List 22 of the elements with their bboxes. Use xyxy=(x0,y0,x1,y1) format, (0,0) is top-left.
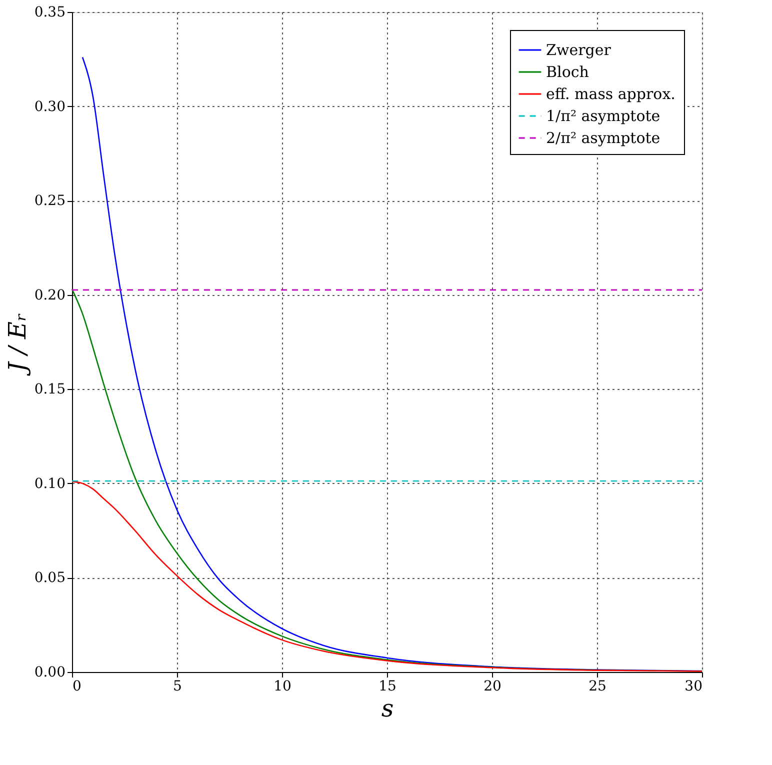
y-tick-label: 0.10 xyxy=(34,476,66,492)
x-tick-label: 15 xyxy=(378,678,396,694)
y-tick-label: 0.25 xyxy=(34,193,66,210)
x-tick-label: 30 xyxy=(684,678,702,694)
y-tick-label: 0.30 xyxy=(34,98,66,115)
y-tick-label: 0.20 xyxy=(34,287,66,304)
x-axis-title: s xyxy=(381,694,394,722)
legend-label: eff. mass approx. xyxy=(546,85,676,103)
legend-label: Zwerger xyxy=(546,41,612,59)
y-axis-title: J / Eᵣ xyxy=(3,313,32,377)
legend-label: 1/π² asymptote xyxy=(546,107,660,125)
x-tick-label: 10 xyxy=(274,678,292,694)
legend-label: Bloch xyxy=(546,63,590,81)
x-tick-label: 5 xyxy=(173,678,182,694)
y-tick-label: 0.05 xyxy=(34,570,66,586)
x-tick-label: 20 xyxy=(484,678,502,694)
y-tick-label: 0.00 xyxy=(34,664,66,680)
x-tick-label: 25 xyxy=(588,678,606,694)
y-tick-label: 0.15 xyxy=(34,382,66,398)
legend-label: 2/π² asymptote xyxy=(546,129,660,147)
y-tick-label: 0.35 xyxy=(34,4,66,20)
x-tick-label: 0 xyxy=(72,678,82,694)
